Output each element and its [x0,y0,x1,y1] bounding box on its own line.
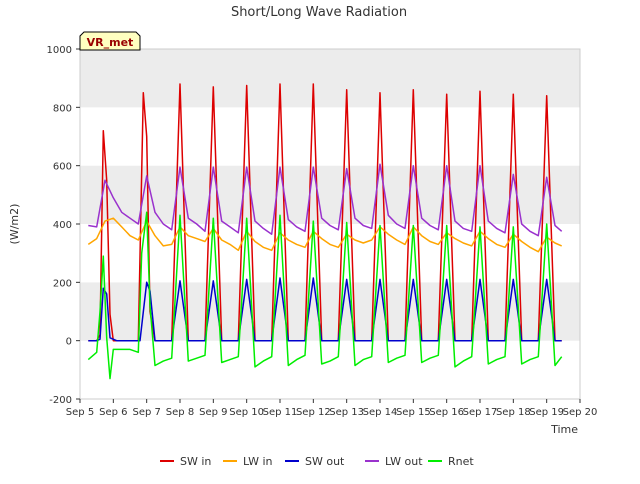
y-tick-label: 0 [66,337,72,348]
x-tick-label: Sep 9 [199,407,227,418]
legend-label: SW out [305,455,345,468]
site-label-shape [79,31,141,51]
series-layer [87,83,563,380]
x-tick-label: Sep 20 [563,407,598,418]
chart-title: Short/Long Wave Radiation [231,5,407,20]
series-line-lw-out [88,163,563,237]
legend-item-rnet: Rnet [428,455,474,468]
site-label-box: VR_met [79,31,141,51]
legend-label: LW out [385,455,423,468]
series-line-lw-in [87,217,562,253]
legend-item-lw-out: LW out [365,455,423,468]
x-tick-label: Sep 11 [263,407,298,418]
grid-band [80,282,580,341]
x-tick-label: Sep 14 [363,407,398,418]
grid-band [80,340,580,399]
legend-item-lw-in: LW in [223,455,273,468]
y-tick-label: 200 [53,278,72,289]
y-tick-label: 400 [53,220,72,231]
x-tick-label: Sep 18 [496,407,531,418]
grid-band [80,165,580,224]
plot-background-bands [80,49,580,399]
legend-label: SW in [180,455,211,468]
x-tick-label: Sep 5 [66,407,94,418]
x-tick-label: Sep 13 [329,407,364,418]
site-label-text: VR_met [87,36,134,49]
x-tick-label: Sep 17 [463,407,498,418]
x-tick-label: Sep 6 [99,407,127,418]
x-tick-label: Sep 12 [296,407,331,418]
x-tick-label: Sep 15 [396,407,431,418]
x-tick-label: Sep 10 [229,407,264,418]
legend-item-sw-in: SW in [160,455,211,468]
x-axis-label: Time [550,423,578,436]
y-tick-label: 800 [53,103,72,114]
grid-band [80,49,580,108]
legend-label: Rnet [448,455,474,468]
grid-band [80,107,580,166]
y-tick-label: 1000 [47,45,72,56]
grid-band [80,224,580,283]
legend-label: LW in [243,455,273,468]
y-tick-label: -200 [49,395,72,406]
x-tick-label: Sep 8 [166,407,194,418]
y-axis-label: (W/m2) [8,204,21,245]
legend: SW in LW in SW out LW out Rnet [160,455,474,468]
x-tick-label: Sep 16 [429,407,464,418]
y-tick-label: 600 [53,162,72,173]
series-line-rnet [87,211,563,380]
legend-item-sw-out: SW out [285,455,345,468]
x-tick-label: Sep 7 [132,407,160,418]
x-tick-label: Sep 19 [529,407,564,418]
